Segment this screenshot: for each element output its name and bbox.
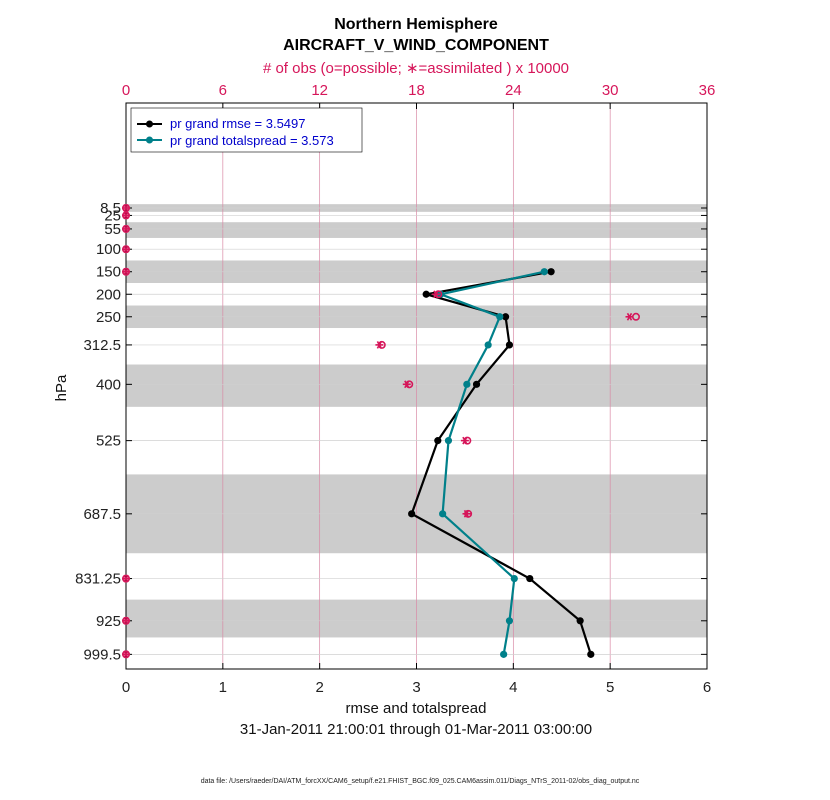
series-0-point-0 [547, 268, 555, 276]
obs-assimilated-11 [122, 574, 130, 583]
top-tick-label-1: 6 [219, 82, 227, 99]
series-1-point-6 [439, 510, 447, 518]
obs-assimilated-10 [462, 509, 471, 518]
obs-assimilated-stroke [376, 341, 383, 349]
y-tick-label-2: 55 [104, 221, 121, 238]
obs-assimilated-stroke [626, 312, 633, 321]
y-tick-label-13: 999.5 [83, 646, 121, 663]
series-0-point-7 [526, 574, 534, 583]
series-1-point-0 [540, 268, 548, 276]
x-axis-label: rmse and totalspread [346, 700, 487, 717]
legend-box [130, 107, 363, 153]
x-tick-label-4: 4 [509, 679, 517, 696]
obs-assimilated-stroke [462, 436, 468, 445]
obs-assimilated-stroke [123, 650, 129, 659]
x-tick-label-3: 3 [412, 679, 420, 696]
y-tick-label-8: 400 [96, 376, 121, 393]
series-0-point-4 [472, 380, 481, 388]
x-tick-label-1: 1 [219, 679, 227, 696]
series-0-point-1 [422, 290, 430, 298]
series-1-point-3 [484, 341, 492, 349]
obs-assimilated-stroke [123, 574, 129, 583]
y-tick-label-7: 312.5 [83, 337, 121, 354]
top-tick-label-2: 12 [311, 82, 328, 99]
top-axis-label: # of obs (o=possible; ∗=assimilated ) x … [263, 60, 569, 77]
obs-assimilated-8 [402, 380, 411, 389]
top-tick-label-3: 18 [408, 82, 425, 99]
y-tick-label-3: 100 [96, 241, 121, 258]
obs-assimilated-stroke [433, 290, 439, 299]
series-1-point-7 [510, 574, 518, 583]
chart-subtitle: AIRCRAFT_V_WIND_COMPONENT [283, 37, 549, 54]
top-tick-label-6: 36 [699, 82, 716, 99]
series-0-point-5 [434, 437, 442, 445]
obs-assimilated-stroke [123, 225, 129, 233]
top-tick-label-4: 24 [505, 82, 522, 99]
series-0-point-9 [587, 650, 595, 658]
obs-assimilated-stroke [123, 616, 129, 625]
y-tick-label-5: 200 [96, 286, 121, 303]
y-tick-label-6: 250 [96, 309, 121, 326]
legend-spread-marker [146, 136, 153, 144]
obs-assimilated-2 [122, 225, 130, 233]
obs-assimilated-stroke [123, 267, 129, 276]
legend-spread-label: pr grand totalspread = 3.573 [170, 133, 334, 148]
series-1-point-8 [505, 617, 514, 625]
y-tick-label-4: 150 [96, 264, 121, 281]
obs-assimilated-9 [460, 436, 469, 445]
legend-rmse-marker [146, 120, 153, 128]
obs-assimilated-stroke [123, 211, 129, 220]
y-tick-label-10: 687.5 [83, 506, 121, 523]
series-0-point-3 [505, 341, 514, 349]
obs-assimilated-3 [122, 245, 130, 254]
y-tick-label-12: 925 [96, 613, 121, 630]
grid-layer [126, 103, 707, 669]
series-0-line [410, 270, 592, 655]
obs-assimilated-stroke [123, 204, 129, 212]
series-0-point-8 [576, 617, 584, 625]
obs-assimilated-stroke [404, 380, 410, 389]
series-0-point-6 [408, 510, 416, 518]
obs-assimilated-4 [122, 267, 130, 276]
x-tick-label-5: 5 [606, 679, 614, 696]
y-tick-label-0: 8.5 [100, 200, 121, 217]
series-1-line [436, 270, 545, 655]
data-file-footnote: data file: /Users/raeder/DAI/ATM_forcXX/… [201, 778, 640, 785]
obs-assimilated-7 [375, 341, 384, 349]
series-1-point-9 [500, 650, 508, 658]
legend: pr grand rmse = 3.5497 pr grand totalspr… [130, 107, 363, 153]
series-1-point-4 [463, 380, 471, 388]
top-ticks: 0 6 12 18 24 30 36 [122, 82, 716, 109]
obs-assimilated-13 [122, 650, 130, 659]
obs-assimilated-stroke [123, 245, 129, 254]
date-range: 31-Jan-2011 21:00:01 through 01-Mar-2011… [240, 721, 592, 738]
obs-assimilated-12 [122, 616, 130, 625]
top-tick-label-5: 30 [602, 82, 619, 99]
x-ticks: 0 1 2 3 4 5 6 [122, 663, 711, 696]
x-tick-label-0: 0 [122, 679, 130, 696]
x-tick-label-2: 2 [315, 679, 323, 696]
top-tick-label-0: 0 [122, 82, 130, 99]
series-1-point-5 [444, 437, 453, 445]
y-tick-label-11: 831.25 [75, 571, 121, 588]
y-tick-label-1: 25 [104, 207, 121, 224]
y-tick-label-9: 525 [96, 433, 121, 450]
chart-title: Northern Hemisphere [334, 16, 498, 33]
x-tick-label-6: 6 [703, 679, 711, 696]
series-0-point-2 [501, 313, 510, 321]
obs-assimilated-5 [431, 290, 440, 299]
series-layer [408, 268, 595, 658]
obs-assimilated-1 [122, 211, 130, 220]
y-axis-label: hPa [53, 374, 70, 401]
legend-rmse-label: pr grand rmse = 3.5497 [170, 116, 306, 131]
obs-assimilated-6 [625, 312, 634, 321]
obs-assimilated-0 [122, 204, 130, 212]
obs-layer [122, 204, 640, 659]
series-1-point-2 [496, 313, 504, 321]
obs-assimilated-stroke [463, 509, 470, 518]
